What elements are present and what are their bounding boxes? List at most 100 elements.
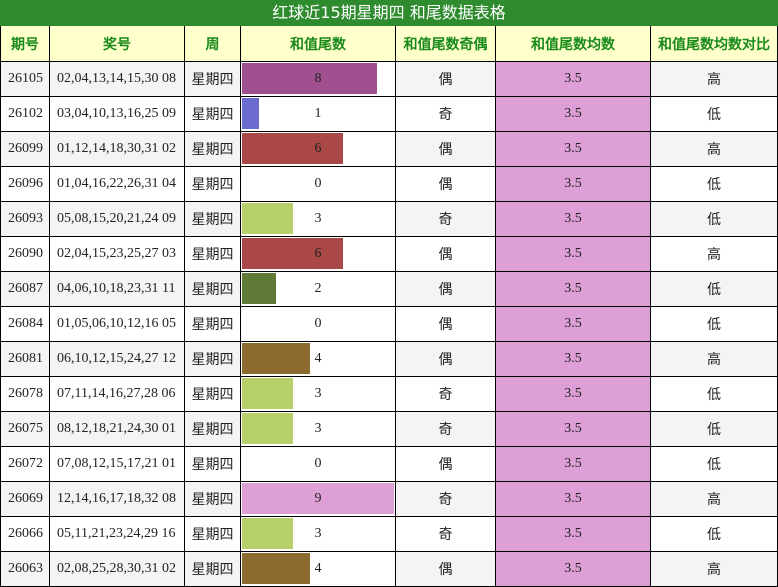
table-cell: 低 bbox=[651, 412, 778, 447]
table-cell: 偶 bbox=[396, 307, 496, 342]
cell-text: 02,04,13,14,15,30 08 bbox=[57, 71, 176, 86]
cell-text: 偶 bbox=[438, 282, 453, 298]
table-cell: 04,06,10,18,23,31 11 bbox=[50, 272, 185, 307]
value-bar bbox=[242, 413, 293, 444]
cell-text: 0 bbox=[314, 316, 322, 331]
table-cell: 奇 bbox=[396, 482, 496, 517]
cell-text: 26063 bbox=[8, 561, 43, 576]
cell-text: 3.5 bbox=[564, 176, 582, 191]
value-bar bbox=[242, 273, 276, 304]
cell-text: 9 bbox=[314, 491, 322, 506]
cell-text: 3 bbox=[314, 386, 322, 401]
table-cell: 3.5 bbox=[496, 552, 651, 587]
table-cell: 星期四 bbox=[185, 342, 241, 377]
cell-text: 星期四 bbox=[191, 317, 234, 333]
table-cell: 低 bbox=[651, 447, 778, 482]
cell-text: 01,04,16,22,26,31 04 bbox=[57, 176, 176, 191]
table-cell: 星期四 bbox=[185, 377, 241, 412]
table-cell: 26105 bbox=[0, 62, 50, 97]
value-bar bbox=[242, 133, 344, 164]
cell-text: 26099 bbox=[8, 141, 43, 156]
cell-text: 偶 bbox=[438, 72, 453, 88]
table-cell: 偶 bbox=[396, 447, 496, 482]
table-cell: 02,04,13,14,15,30 08 bbox=[50, 62, 185, 97]
value-bar bbox=[242, 483, 394, 514]
cell-text: 星期四 bbox=[191, 212, 234, 228]
value-bar bbox=[242, 378, 293, 409]
value-bar bbox=[242, 238, 344, 269]
table-cell: 3.5 bbox=[496, 167, 651, 202]
table-cell: 高 bbox=[651, 342, 778, 377]
table-cell: 07,11,14,16,27,28 06 bbox=[50, 377, 185, 412]
cell-text: 26087 bbox=[8, 281, 43, 296]
cell-text: 高 bbox=[707, 247, 721, 263]
cell-text: 26066 bbox=[8, 526, 43, 541]
cell-text: 3.5 bbox=[564, 316, 582, 331]
cell-text: 奇 bbox=[438, 387, 453, 403]
cell-text: 26078 bbox=[8, 386, 43, 401]
table-cell: 26081 bbox=[0, 342, 50, 377]
table-cell: 星期四 bbox=[185, 272, 241, 307]
cell-text: 星期四 bbox=[191, 352, 234, 368]
table-cell: 26066 bbox=[0, 517, 50, 552]
cell-text: 05,11,21,23,24,29 16 bbox=[57, 526, 176, 541]
cell-text: 3.5 bbox=[564, 386, 582, 401]
cell-text: 26072 bbox=[8, 456, 43, 471]
cell-text: 高 bbox=[707, 562, 721, 578]
cell-text: 26096 bbox=[8, 176, 43, 191]
table-cell: 星期四 bbox=[185, 97, 241, 132]
cell-text: 26093 bbox=[8, 211, 43, 226]
table-cell: 07,08,12,15,17,21 01 bbox=[50, 447, 185, 482]
table-cell: 26072 bbox=[0, 447, 50, 482]
table-cell: 星期四 bbox=[185, 307, 241, 342]
table-cell: 偶 bbox=[396, 62, 496, 97]
table-cell: 26075 bbox=[0, 412, 50, 447]
cell-text: 3.5 bbox=[564, 246, 582, 261]
table-cell: 低 bbox=[651, 272, 778, 307]
column-header: 和值尾数 bbox=[241, 26, 396, 62]
table-cell: 3.5 bbox=[496, 307, 651, 342]
table-cell: 星期四 bbox=[185, 447, 241, 482]
column-header: 期号 bbox=[0, 26, 50, 62]
cell-text: 26102 bbox=[8, 106, 43, 121]
cell-text: 07,11,14,16,27,28 06 bbox=[57, 386, 176, 401]
cell-text: 低 bbox=[707, 422, 721, 438]
table-cell: 偶 bbox=[396, 167, 496, 202]
value-bar bbox=[242, 98, 259, 129]
table-cell: 奇 bbox=[396, 377, 496, 412]
cell-text: 偶 bbox=[438, 352, 453, 368]
cell-text: 6 bbox=[314, 246, 322, 261]
value-bar bbox=[242, 203, 293, 234]
cell-text: 低 bbox=[707, 457, 721, 473]
cell-text: 07,08,12,15,17,21 01 bbox=[57, 456, 176, 471]
table-cell: 低 bbox=[651, 167, 778, 202]
table-cell: 4 bbox=[241, 552, 396, 587]
cell-text: 星期四 bbox=[191, 492, 234, 508]
cell-text: 2 bbox=[314, 281, 322, 296]
table-cell: 3.5 bbox=[496, 272, 651, 307]
table-cell: 26087 bbox=[0, 272, 50, 307]
table-cell: 05,11,21,23,24,29 16 bbox=[50, 517, 185, 552]
table-cell: 26063 bbox=[0, 552, 50, 587]
cell-text: 低 bbox=[707, 212, 721, 228]
table-cell: 06,10,12,15,24,27 12 bbox=[50, 342, 185, 377]
table-cell: 偶 bbox=[396, 132, 496, 167]
column-header: 奖号 bbox=[50, 26, 185, 62]
cell-text: 偶 bbox=[438, 177, 453, 193]
cell-text: 星期四 bbox=[191, 527, 234, 543]
table-cell: 26078 bbox=[0, 377, 50, 412]
table-cell: 3.5 bbox=[496, 237, 651, 272]
cell-text: 6 bbox=[314, 141, 322, 156]
cell-text: 星期四 bbox=[191, 177, 234, 193]
cell-text: 高 bbox=[707, 352, 721, 368]
table-cell: 3.5 bbox=[496, 132, 651, 167]
cell-text: 12,14,16,17,18,32 08 bbox=[57, 491, 176, 506]
cell-text: 03,04,10,13,16,25 09 bbox=[57, 106, 176, 121]
cell-text: 26084 bbox=[8, 316, 43, 331]
cell-text: 星期四 bbox=[191, 387, 234, 403]
cell-text: 3.5 bbox=[564, 211, 582, 226]
cell-text: 星期四 bbox=[191, 562, 234, 578]
table-cell: 奇 bbox=[396, 517, 496, 552]
cell-text: 星期四 bbox=[191, 457, 234, 473]
table-cell: 3.5 bbox=[496, 342, 651, 377]
